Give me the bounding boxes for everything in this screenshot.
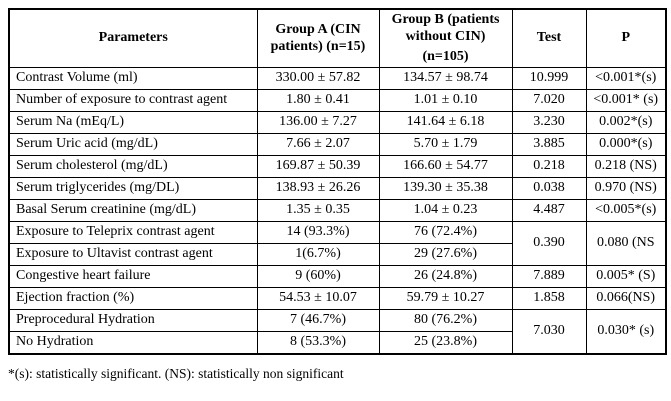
test-cell: 1.858 — [511, 287, 587, 311]
col-header-group-a: Group A (CIN patients) (n=15) — [256, 8, 380, 69]
col-header-p: P — [585, 8, 667, 69]
param-cell: Preprocedural Hydration — [8, 309, 258, 333]
group-b-cell: 59.79 ± 10.27 — [378, 287, 513, 311]
group-b-cell: 166.60 ± 54.77 — [378, 155, 513, 179]
group-a-cell: 1(6.7%) — [256, 243, 380, 267]
p-cell-merged: 0.080 (NS — [585, 221, 667, 267]
table-row-uric-acid: Serum Uric acid (mg/dL) 7.66 ± 2.07 5.70… — [8, 133, 667, 157]
param-cell: Serum triglycerides (mg/DL) — [8, 177, 258, 201]
p-cell: <0.001*(s) — [585, 67, 667, 91]
col-header-test: Test — [511, 8, 587, 69]
p-cell: <0.001* (s) — [585, 89, 667, 113]
group-b-cell: 134.57 ± 98.74 — [378, 67, 513, 91]
group-b-cell: 1.01 ± 0.10 — [378, 89, 513, 113]
param-cell: Exposure to Ultavist contrast agent — [8, 243, 258, 267]
param-cell: Congestive heart failure — [8, 265, 258, 289]
table-row-exposure-count: Number of exposure to contrast agent 1.8… — [8, 89, 667, 113]
p-cell: 0.000*(s) — [585, 133, 667, 157]
p-cell: 0.066(NS) — [585, 287, 667, 311]
test-cell: 0.218 — [511, 155, 587, 179]
table-row-chf: Congestive heart failure 9 (60%) 26 (24.… — [8, 265, 667, 289]
test-cell: 7.020 — [511, 89, 587, 113]
group-b-cell: 139.30 ± 35.38 — [378, 177, 513, 201]
param-cell: Basal Serum creatinine (mg/dL) — [8, 199, 258, 223]
group-b-cell: 26 (24.8%) — [378, 265, 513, 289]
significance-footnote: *(s): statistically significant. (NS): s… — [8, 365, 344, 381]
test-cell: 0.038 — [511, 177, 587, 201]
group-a-cell: 136.00 ± 7.27 — [256, 111, 380, 135]
group-a-cell: 7.66 ± 2.07 — [256, 133, 380, 157]
col-header-parameters: Parameters — [8, 8, 258, 69]
table-row-serum-na: Serum Na (mEq/L) 136.00 ± 7.27 141.64 ± … — [8, 111, 667, 135]
group-b-cell: 76 (72.4%) — [378, 221, 513, 245]
p-cell: 0.005* (S) — [585, 265, 667, 289]
table-row-ejection-fraction: Ejection fraction (%) 54.53 ± 10.07 59.7… — [8, 287, 667, 311]
col-header-group-b-line1: Group B (patients without CIN) — [391, 12, 500, 44]
group-b-cell: 29 (27.6%) — [378, 243, 513, 267]
test-cell: 3.885 — [511, 133, 587, 157]
param-cell: Serum cholesterol (mg/dL) — [8, 155, 258, 179]
test-cell: 3.230 — [511, 111, 587, 135]
header-row: Parameters Group A (CIN patients) (n=15)… — [8, 8, 667, 69]
group-a-cell: 1.80 ± 0.41 — [256, 89, 380, 113]
p-cell: 0.002*(s) — [585, 111, 667, 135]
group-a-cell: 138.93 ± 26.26 — [256, 177, 380, 201]
param-cell: Serum Uric acid (mg/dL) — [8, 133, 258, 157]
table-row-preprocedural-hydration: Preprocedural Hydration 7 (46.7%) 80 (76… — [8, 309, 667, 355]
group-b-cell: 1.04 ± 0.23 — [378, 199, 513, 223]
test-cell: 4.487 — [511, 199, 587, 223]
col-header-group-b: Group B (patients without CIN) (n=105) — [378, 8, 513, 69]
test-cell-merged: 7.030 — [511, 309, 587, 355]
param-cell: Serum Na (mEq/L) — [8, 111, 258, 135]
statistics-table: Parameters Group A (CIN patients) (n=15)… — [8, 8, 667, 355]
group-b-cell: 5.70 ± 1.79 — [378, 133, 513, 157]
table-row-cholesterol: Serum cholesterol (mg/dL) 169.87 ± 50.39… — [8, 155, 667, 179]
param-cell: Exposure to Teleprix contrast agent — [8, 221, 258, 245]
table-row-triglycerides: Serum triglycerides (mg/DL) 138.93 ± 26.… — [8, 177, 667, 201]
group-a-cell: 330.00 ± 57.82 — [256, 67, 380, 91]
param-cell: Contrast Volume (ml) — [8, 67, 258, 91]
p-cell: 0.970 (NS) — [585, 177, 667, 201]
test-cell-merged: 0.390 — [511, 221, 587, 267]
group-b-cell: 25 (23.8%) — [378, 331, 513, 355]
table-row-contrast-volume: Contrast Volume (ml) 330.00 ± 57.82 134.… — [8, 67, 667, 91]
group-a-cell: 8 (53.3%) — [256, 331, 380, 355]
group-a-cell: 169.87 ± 50.39 — [256, 155, 380, 179]
group-a-cell: 9 (60%) — [256, 265, 380, 289]
param-cell: Ejection fraction (%) — [8, 287, 258, 311]
param-cell: No Hydration — [8, 331, 258, 355]
table-row-teleprix: Exposure to Teleprix contrast agent 14 (… — [8, 221, 667, 267]
group-a-cell: 1.35 ± 0.35 — [256, 199, 380, 223]
col-header-group-b-line2: (n=105) — [422, 48, 469, 64]
group-a-cell: 14 (93.3%) — [256, 221, 380, 245]
group-b-cell: 80 (76.2%) — [378, 309, 513, 333]
document-page: Parameters Group A (CIN patients) (n=15)… — [8, 8, 667, 381]
p-cell: <0.005*(s) — [585, 199, 667, 223]
test-cell: 10.999 — [511, 67, 587, 91]
p-cell: 0.218 (NS) — [585, 155, 667, 179]
group-a-cell: 7 (46.7%) — [256, 309, 380, 333]
p-cell-merged: 0.030* (s) — [585, 309, 667, 355]
group-a-cell: 54.53 ± 10.07 — [256, 287, 380, 311]
table-row-creatinine: Basal Serum creatinine (mg/dL) 1.35 ± 0.… — [8, 199, 667, 223]
param-cell: Number of exposure to contrast agent — [8, 89, 258, 113]
test-cell: 7.889 — [511, 265, 587, 289]
group-b-cell: 141.64 ± 6.18 — [378, 111, 513, 135]
table-row-no-hydration: No Hydration 8 (53.3%) 25 (23.8%) — [8, 331, 666, 355]
